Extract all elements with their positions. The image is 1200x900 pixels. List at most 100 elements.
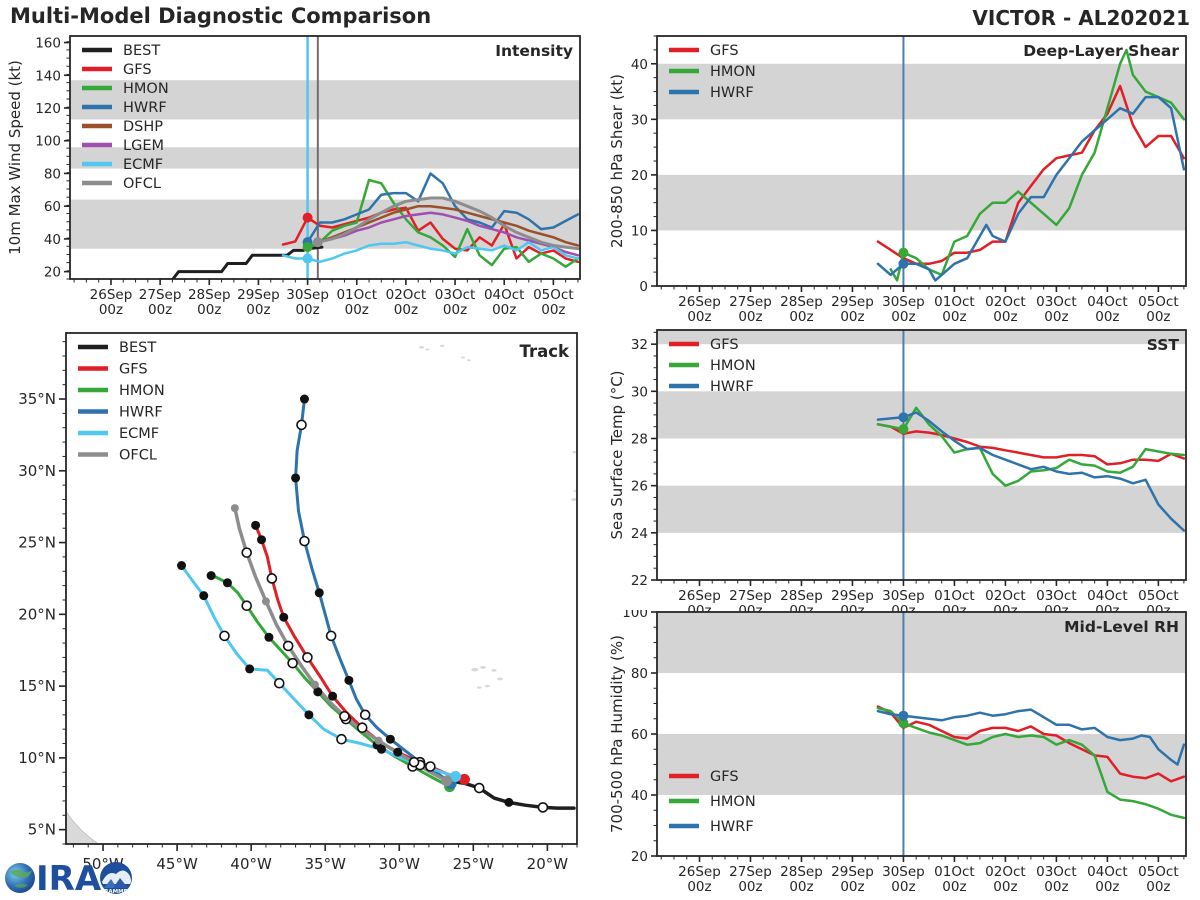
svg-text:22: 22 xyxy=(631,573,648,589)
intensity-init-dot-gfs xyxy=(302,212,313,223)
svg-text:GFS: GFS xyxy=(710,769,739,785)
rh-legend-item-gfs: GFS xyxy=(669,769,739,785)
svg-text:OFCL: OFCL xyxy=(123,176,161,192)
svg-text:04Oct: 04Oct xyxy=(484,287,525,303)
intensity-series-lgem xyxy=(316,211,580,257)
shear-init-dot-hmon xyxy=(898,247,909,258)
svg-text:80: 80 xyxy=(44,166,61,182)
svg-text:OFCL: OFCL xyxy=(119,448,157,464)
shear-series-hmon xyxy=(889,48,1186,282)
svg-text:20: 20 xyxy=(631,849,648,865)
shear-legend-item-hwrf: HWRF xyxy=(669,85,754,101)
svg-text:28: 28 xyxy=(631,431,648,447)
intensity-init-dot-hmon xyxy=(302,242,313,253)
svg-text:40: 40 xyxy=(44,232,61,248)
shear-legend-item-gfs: GFS xyxy=(669,43,739,59)
svg-text:00z: 00z xyxy=(1044,309,1068,325)
sst-series-hmon xyxy=(876,406,1186,487)
svg-text:04Oct: 04Oct xyxy=(1087,864,1128,880)
svg-text:04Oct: 04Oct xyxy=(1087,294,1128,310)
svg-text:00z: 00z xyxy=(840,879,864,895)
svg-text:Track: Track xyxy=(520,342,570,361)
coastline-land xyxy=(66,810,100,844)
svg-text:RAMMB: RAMMB xyxy=(104,889,128,895)
island xyxy=(466,359,471,362)
svg-text:80: 80 xyxy=(631,666,648,682)
intensity-category-band xyxy=(70,147,580,169)
shear-category-band xyxy=(657,174,1186,231)
svg-text:HWRF: HWRF xyxy=(710,379,754,395)
svg-text:00z: 00z xyxy=(942,309,966,325)
svg-text:20: 20 xyxy=(44,265,61,281)
svg-text:26: 26 xyxy=(631,479,648,495)
svg-text:00z: 00z xyxy=(993,309,1017,325)
rh-chart: 26Sep00z27Sep00z28Sep00z29Sep00z30Sep00z… xyxy=(608,610,1187,895)
svg-text:26Sep: 26Sep xyxy=(678,294,721,310)
intensity-init-dot-ofcl xyxy=(312,237,323,248)
svg-text:27Sep: 27Sep xyxy=(139,287,182,303)
shear-init-dot-hwrf xyxy=(898,258,909,269)
island xyxy=(476,686,482,689)
svg-text:26Sep: 26Sep xyxy=(678,864,721,880)
shear-category-band xyxy=(657,63,1186,120)
rh-init-dot-hmon xyxy=(898,718,909,729)
svg-text:00z: 00z xyxy=(789,879,813,895)
rh-panel: 26Sep 00z 27Sep 00z 28Sep 00z 29Sep 00z 30Sep 00z… xyxy=(600,610,1200,900)
svg-text:60: 60 xyxy=(631,727,648,743)
svg-text:Deep-Layer Shear: Deep-Layer Shear xyxy=(1023,42,1179,60)
island xyxy=(484,684,490,688)
svg-text:00z: 00z xyxy=(295,302,319,318)
svg-text:160: 160 xyxy=(35,36,61,52)
svg-text:HMON: HMON xyxy=(119,383,165,399)
svg-text:30Sep: 30Sep xyxy=(882,864,925,880)
svg-text:00z: 00z xyxy=(1146,879,1170,895)
svg-text:200-850 hPa Shear (kt): 200-850 hPa Shear (kt) xyxy=(608,74,626,248)
svg-text:02Oct: 02Oct xyxy=(985,864,1026,880)
intensity-init-dot-ecmf xyxy=(302,253,313,264)
intensity-series-ecmf xyxy=(281,240,580,264)
intensity-legend-item-lgem: LGEM xyxy=(82,138,164,154)
svg-text:25°N: 25°N xyxy=(18,534,56,552)
track-series-best xyxy=(452,779,576,810)
svg-text:0: 0 xyxy=(639,279,648,295)
svg-text:30°N: 30°N xyxy=(18,462,56,480)
track-series-ecmf xyxy=(180,564,457,778)
sst-category-band xyxy=(657,485,1186,533)
sst-series-hwrf xyxy=(876,411,1186,532)
svg-text:02Oct: 02Oct xyxy=(985,588,1026,604)
track-legend-item-gfs: GFS xyxy=(78,362,148,378)
track-markers-best xyxy=(473,782,549,813)
sst-panel: 26Sep 00z 27Sep 00z 28Sep 00z 29Sep 00z 30Sep 00z… xyxy=(600,318,1200,618)
svg-text:ECMF: ECMF xyxy=(119,426,159,442)
sst-init-dot-hmon xyxy=(898,424,909,435)
svg-text:01Oct: 01Oct xyxy=(934,588,975,604)
intensity-legend-item-dshp: DSHP xyxy=(82,119,163,135)
island xyxy=(571,498,577,501)
shear-series-gfs xyxy=(876,84,1186,266)
sst-chart: 26Sep00z27Sep00z28Sep00z29Sep00z30Sep00z… xyxy=(608,329,1187,618)
svg-text:00z: 00z xyxy=(789,309,813,325)
svg-text:05Oct: 05Oct xyxy=(1138,294,1179,310)
svg-text:20°N: 20°N xyxy=(18,605,56,623)
svg-text:00z: 00z xyxy=(394,302,418,318)
svg-text:05Oct: 05Oct xyxy=(1138,864,1179,880)
svg-text:140: 140 xyxy=(35,68,61,84)
svg-text:5°N: 5°N xyxy=(28,821,56,839)
sst-category-band xyxy=(657,330,1186,345)
shear-panel: 26Sep 00z 27Sep 00z 28Sep 00z 29Sep 00z 30Sep 00z… xyxy=(600,0,1200,330)
svg-text:04Oct: 04Oct xyxy=(1087,588,1128,604)
svg-text:00z: 00z xyxy=(738,879,762,895)
svg-text:00z: 00z xyxy=(246,302,270,318)
svg-text:BEST: BEST xyxy=(123,43,160,59)
svg-text:30°W: 30°W xyxy=(379,855,421,873)
svg-text:00z: 00z xyxy=(891,309,915,325)
cira-rammb-logo: IRA RAMMB xyxy=(5,859,132,899)
svg-text:20: 20 xyxy=(631,168,648,184)
svg-text:00z: 00z xyxy=(687,309,711,325)
svg-text:00z: 00z xyxy=(1095,309,1119,325)
svg-text:30Sep: 30Sep xyxy=(882,588,925,604)
intensity-series-ofcl xyxy=(316,196,580,251)
svg-text:GFS: GFS xyxy=(123,62,152,78)
svg-text:00z: 00z xyxy=(1044,879,1068,895)
intensity-category-band xyxy=(70,80,580,120)
